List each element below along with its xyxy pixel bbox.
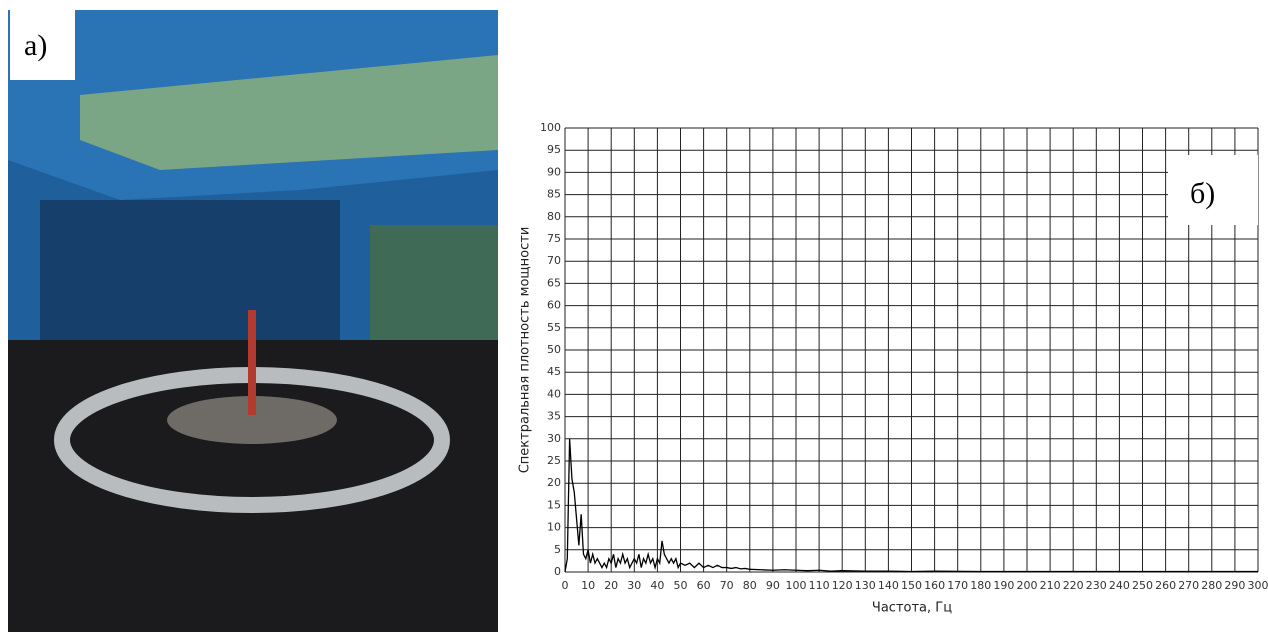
x-tick-label: 80 bbox=[743, 579, 757, 592]
page: {"photo": {"label": "а)"}, "chart_data":… bbox=[0, 0, 1268, 634]
chart: 0 5 10 15 20 25 30 35 40 45 50 55 60 65 70 75 80 85 90 95 10… bbox=[540, 121, 1268, 592]
x-tick-label: 110 bbox=[809, 579, 830, 592]
y-tick-label: 90 bbox=[547, 165, 561, 178]
x-tick-label: 70 bbox=[720, 579, 734, 592]
x-tick-label: 50 bbox=[674, 579, 688, 592]
x-axis-title: Частота, Гц bbox=[872, 601, 952, 616]
x-tick-label: 10 bbox=[581, 579, 595, 592]
x-tick-label: 90 bbox=[766, 579, 780, 592]
x-tick-label: 240 bbox=[1109, 579, 1130, 592]
y-tick-label: 55 bbox=[547, 321, 561, 334]
x-tick-label: 230 bbox=[1086, 579, 1107, 592]
panel-label: б) bbox=[1190, 177, 1215, 210]
y-tick-label: 80 bbox=[547, 210, 561, 223]
x-tick-label: 270 bbox=[1178, 579, 1199, 592]
x-tick-label: 30 bbox=[627, 579, 641, 592]
y-tick-label: 5 bbox=[554, 543, 561, 556]
x-tick-label: 250 bbox=[1132, 579, 1153, 592]
x-tick-label: 170 bbox=[947, 579, 968, 592]
y-tick-label: 45 bbox=[547, 365, 561, 378]
x-tick-label: 190 bbox=[993, 579, 1014, 592]
x-tick-label: 260 bbox=[1155, 579, 1176, 592]
y-tick-label: 65 bbox=[547, 276, 561, 289]
y-tick-label: 50 bbox=[547, 343, 561, 356]
y-tick-label: 0 bbox=[554, 565, 561, 578]
x-tick-label: 280 bbox=[1201, 579, 1222, 592]
x-tick-label: 160 bbox=[924, 579, 945, 592]
y-tick-label: 95 bbox=[547, 143, 561, 156]
y-tick-label: 70 bbox=[547, 254, 561, 267]
x-tick-label: 300 bbox=[1248, 579, 1268, 592]
y-tick-label: 10 bbox=[547, 521, 561, 534]
y-tick-label: 60 bbox=[547, 299, 561, 312]
y-tick-label: 25 bbox=[547, 454, 561, 467]
y-tick-label: 30 bbox=[547, 432, 561, 445]
x-tick-label: 40 bbox=[650, 579, 664, 592]
y-tick-label: 40 bbox=[547, 387, 561, 400]
x-tick-label: 150 bbox=[901, 579, 922, 592]
y-tick-label: 15 bbox=[547, 498, 561, 511]
x-tick-label: 20 bbox=[604, 579, 618, 592]
x-tick-label: 210 bbox=[1040, 579, 1061, 592]
y-tick-label: 75 bbox=[547, 232, 561, 245]
x-tick-label: 290 bbox=[1224, 579, 1245, 592]
x-tick-label: 200 bbox=[1017, 579, 1038, 592]
photo: а) bbox=[8, 10, 498, 632]
x-tick-label: 120 bbox=[832, 579, 853, 592]
x-tick-label: 140 bbox=[878, 579, 899, 592]
x-tick-label: 100 bbox=[786, 579, 807, 592]
y-tick-label: 20 bbox=[547, 476, 561, 489]
y-tick-label: 100 bbox=[540, 121, 561, 134]
y-tick-label: 35 bbox=[547, 410, 561, 423]
x-tick-label: 220 bbox=[1063, 579, 1084, 592]
x-tick-label: 130 bbox=[855, 579, 876, 592]
x-tick-label: 60 bbox=[697, 579, 711, 592]
y-axis-title: Спектральная плотность мощности bbox=[518, 227, 533, 474]
x-tick-label: 180 bbox=[970, 579, 991, 592]
y-tick-label: 85 bbox=[547, 188, 561, 201]
figure: а) 0 5 10 15 20 25 30 35 40 45 50 55 60 65 70 75 80 85 90 9… bbox=[0, 0, 1268, 634]
panel-label: а) bbox=[24, 29, 47, 62]
x-tick-label: 0 bbox=[562, 579, 569, 592]
